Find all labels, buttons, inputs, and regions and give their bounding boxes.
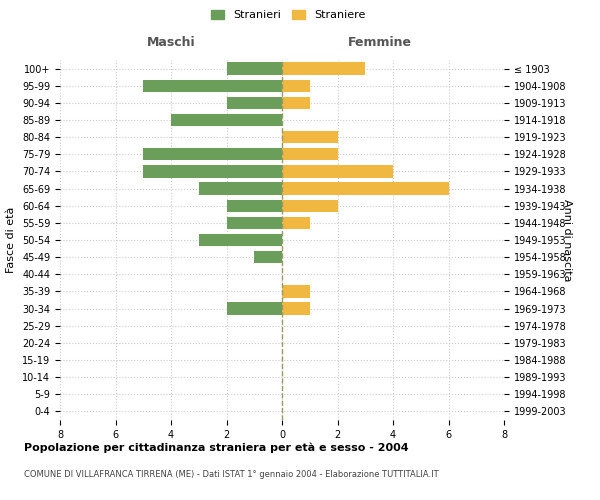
Y-axis label: Fasce di età: Fasce di età [7, 207, 16, 273]
Bar [282, 216, 310, 229]
Bar [199, 182, 282, 194]
Text: Popolazione per cittadinanza straniera per età e sesso - 2004: Popolazione per cittadinanza straniera p… [24, 442, 409, 453]
Bar [227, 200, 282, 212]
Bar [143, 148, 282, 160]
Text: Femmine: Femmine [347, 36, 412, 49]
Bar [227, 216, 282, 229]
Bar [143, 166, 282, 177]
Text: COMUNE DI VILLAFRANCA TIRRENA (ME) - Dati ISTAT 1° gennaio 2004 - Elaborazione T: COMUNE DI VILLAFRANCA TIRRENA (ME) - Dat… [24, 470, 439, 479]
Bar [282, 131, 337, 143]
Bar [282, 286, 310, 298]
Bar [282, 182, 449, 194]
Bar [227, 96, 282, 109]
Bar [282, 80, 310, 92]
Bar [282, 200, 337, 212]
Text: Maschi: Maschi [146, 36, 196, 49]
Bar [227, 62, 282, 74]
Bar [254, 251, 282, 264]
Bar [199, 234, 282, 246]
Bar [282, 148, 337, 160]
Bar [282, 166, 393, 177]
Bar [171, 114, 282, 126]
Legend: Stranieri, Straniere: Stranieri, Straniere [206, 6, 370, 25]
Bar [143, 80, 282, 92]
Bar [282, 96, 310, 109]
Bar [282, 62, 365, 74]
Bar [282, 302, 310, 314]
Bar [227, 302, 282, 314]
Y-axis label: Anni di nascita: Anni di nascita [562, 198, 572, 281]
